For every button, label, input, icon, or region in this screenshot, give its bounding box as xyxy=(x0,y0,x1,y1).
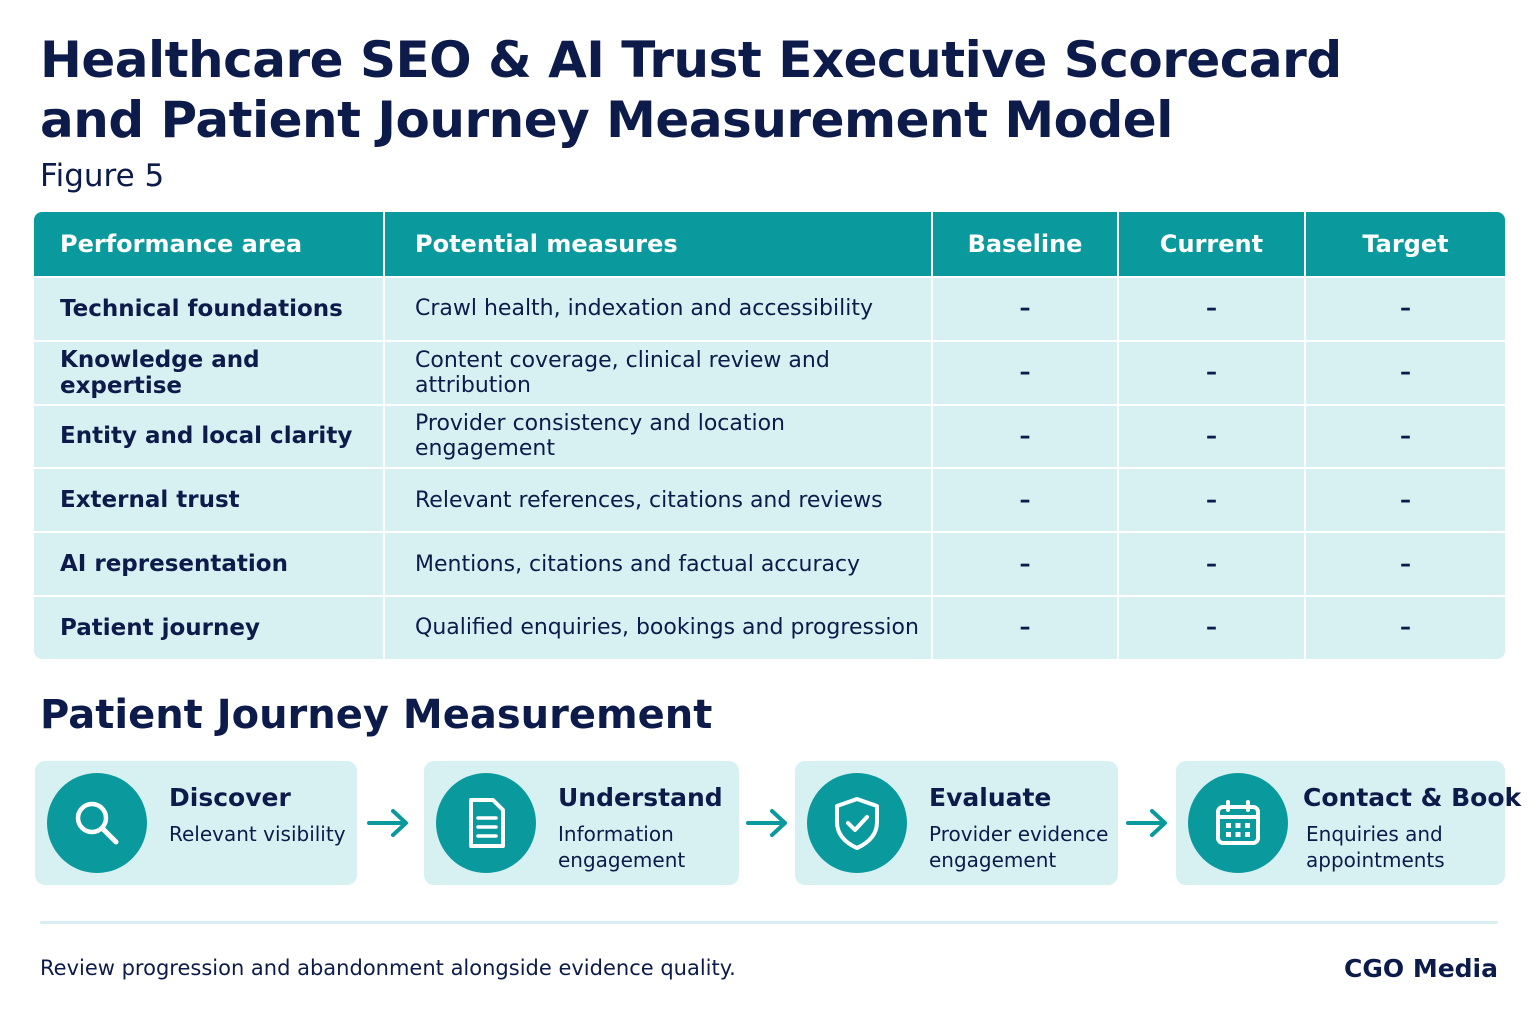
baseline-cell: – xyxy=(933,405,1119,468)
step-description-line: engagement xyxy=(558,848,686,872)
step-description-line: Provider evidence xyxy=(929,822,1109,846)
table-row: Patient journey Qualified enquiries, boo… xyxy=(34,594,1505,659)
table-row: Entity and local clarity Provider consis… xyxy=(34,403,1505,468)
table-header-row: Performance area Potential measures Base… xyxy=(34,212,1505,276)
journey-step-contact-book: Contact & Book Enquiries and appointment… xyxy=(1176,761,1521,885)
table-row: Knowledge and expertise Content coverage… xyxy=(34,339,1505,404)
performance-area-cell: Knowledge and expertise xyxy=(34,341,385,404)
column-header-target: Target xyxy=(1362,230,1449,258)
document-icon xyxy=(436,773,536,873)
baseline-cell: – xyxy=(933,341,1119,404)
step-title: Understand xyxy=(558,783,723,812)
page-title: Healthcare SEO & AI Trust Executive Scor… xyxy=(40,30,1342,150)
current-cell: – xyxy=(1119,533,1306,595)
target-cell: – xyxy=(1400,487,1411,513)
potential-measures-cell: Content coverage, clinical review and at… xyxy=(385,341,933,404)
current-cell: – xyxy=(1119,469,1306,532)
page-title-line-1: Healthcare SEO & AI Trust Executive Scor… xyxy=(40,31,1342,89)
figure-label: Figure 5 xyxy=(40,158,165,194)
table-row: AI representation Mentions, citations an… xyxy=(34,531,1505,595)
column-header-current: Current xyxy=(1119,212,1306,276)
baseline-cell: – xyxy=(933,469,1119,532)
arrow-right-icon xyxy=(746,809,787,837)
step-description-line: appointments xyxy=(1306,848,1445,872)
shield-check-icon xyxy=(807,773,907,873)
journey-section-title: Patient Journey Measurement xyxy=(40,692,713,738)
journey-step-discover: Discover Relevant visibility xyxy=(35,761,357,885)
step-description-line: Information xyxy=(558,822,674,846)
potential-measures-cell: Provider consistency and location engage… xyxy=(385,405,933,468)
column-header-performance-area: Performance area xyxy=(34,212,385,276)
footer-note: Review progression and abandonment along… xyxy=(40,956,736,980)
step-description-line: Relevant visibility xyxy=(169,822,346,846)
step-description-line: Enquiries and xyxy=(1306,822,1443,846)
potential-measures-cell: Relevant references, citations and revie… xyxy=(385,469,933,532)
performance-area-cell: Entity and local clarity xyxy=(34,405,385,468)
step-description: Enquiries and appointments xyxy=(1306,821,1445,873)
column-header-potential-measures: Potential measures xyxy=(385,212,933,276)
potential-measures-cell: Qualified enquiries, bookings and progre… xyxy=(385,596,933,659)
table-row: External trust Relevant references, cita… xyxy=(34,467,1505,532)
performance-area-cell: AI representation xyxy=(34,533,385,595)
target-cell: – xyxy=(1400,296,1411,322)
step-title: Discover xyxy=(169,783,291,812)
target-cell: – xyxy=(1400,360,1411,386)
current-cell: – xyxy=(1119,596,1306,659)
column-header-baseline: Baseline xyxy=(933,212,1119,276)
performance-area-cell: Patient journey xyxy=(34,596,385,659)
potential-measures-cell: Crawl health, indexation and accessibili… xyxy=(385,278,933,340)
performance-area-cell: External trust xyxy=(34,469,385,532)
arrow-right-icon xyxy=(367,809,408,837)
step-description: Relevant visibility xyxy=(169,821,346,847)
journey-step-understand: Understand Information engagement xyxy=(424,761,739,885)
target-cell: – xyxy=(1400,615,1411,641)
journey-step-evaluate: Evaluate Provider evidence engagement xyxy=(795,761,1118,885)
current-cell: – xyxy=(1119,341,1306,404)
scorecard-table: Performance area Potential measures Base… xyxy=(34,212,1505,659)
arrow-right-icon xyxy=(1126,809,1167,837)
footer-divider xyxy=(40,921,1498,924)
target-cell: – xyxy=(1400,551,1411,577)
potential-measures-cell: Mentions, citations and factual accuracy xyxy=(385,533,933,595)
step-description: Provider evidence engagement xyxy=(929,821,1108,873)
step-title: Contact & Book xyxy=(1303,783,1522,812)
search-icon xyxy=(47,773,147,873)
current-cell: – xyxy=(1119,278,1306,340)
step-title: Evaluate xyxy=(929,783,1052,812)
baseline-cell: – xyxy=(933,533,1119,595)
step-description: Information engagement xyxy=(558,821,685,873)
step-description-line: engagement xyxy=(929,848,1057,872)
current-cell: – xyxy=(1119,405,1306,468)
baseline-cell: – xyxy=(933,596,1119,659)
baseline-cell: – xyxy=(933,278,1119,340)
table-row: Technical foundations Crawl health, inde… xyxy=(34,276,1505,340)
target-cell: – xyxy=(1400,423,1411,449)
brand-logo-text: CGO Media xyxy=(1344,954,1498,983)
calendar-icon xyxy=(1188,773,1288,873)
performance-area-cell: Technical foundations xyxy=(34,278,385,340)
page-title-line-2: and Patient Journey Measurement Model xyxy=(40,91,1173,149)
